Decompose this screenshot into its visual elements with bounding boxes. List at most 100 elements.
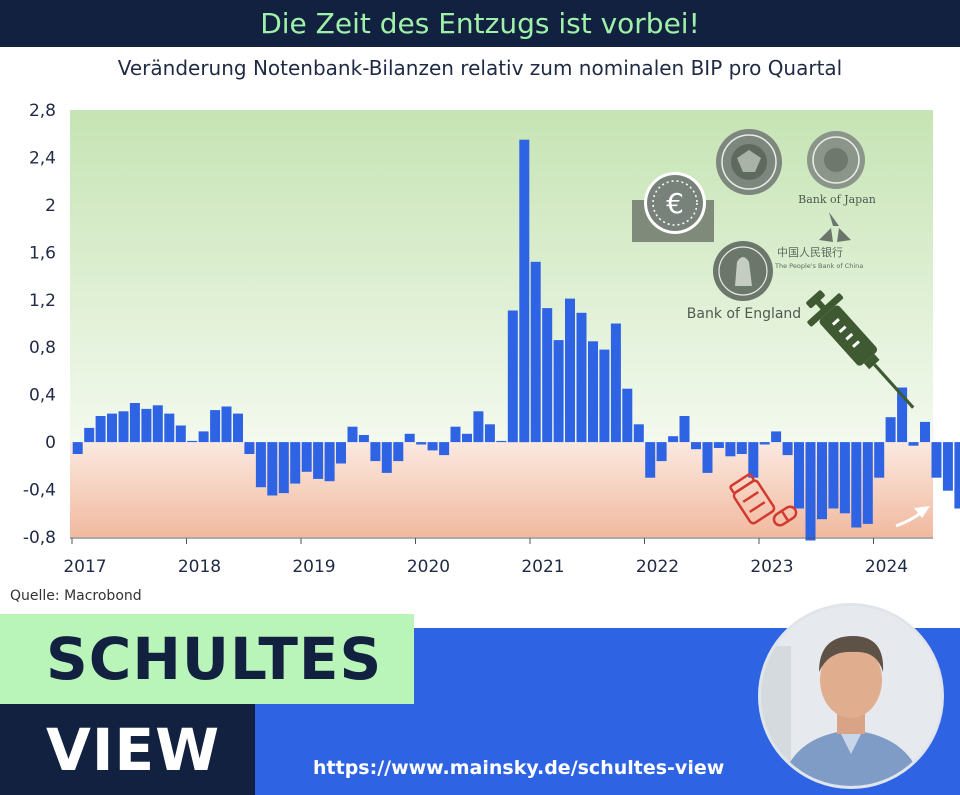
bar xyxy=(95,416,106,443)
bar xyxy=(817,442,827,520)
bar xyxy=(233,413,243,443)
y-axis: 2,8 2,4 2 1,6 1,2 0,8 0,4 0 -0,4 -0,8 xyxy=(23,101,56,548)
bank-of-japan-seal-icon: Bank of Japan xyxy=(798,131,876,206)
bar xyxy=(633,424,644,443)
svg-text:€: € xyxy=(666,187,684,220)
bar xyxy=(118,411,129,443)
x-axis: 2017 2018 2019 2020 2021 2022 2023 2024 xyxy=(63,537,933,577)
x-tick-label: 2022 xyxy=(636,557,679,577)
bar xyxy=(313,442,324,479)
bar xyxy=(290,442,301,484)
bar xyxy=(862,442,873,524)
bar xyxy=(725,442,736,457)
bank-of-england-label: Bank of England xyxy=(687,306,801,322)
bar xyxy=(278,442,289,494)
bar xyxy=(267,442,278,496)
bar xyxy=(920,421,930,443)
bar xyxy=(828,442,839,509)
ecb-seal-icon: € xyxy=(632,172,714,242)
bar xyxy=(713,442,724,448)
bar xyxy=(347,426,358,443)
svg-text:中国人民银行: 中国人民银行 xyxy=(777,245,843,259)
bar xyxy=(748,442,759,478)
bank-of-japan-label: Bank of Japan xyxy=(798,193,876,206)
bar xyxy=(141,408,152,443)
bar xyxy=(645,442,656,478)
syringe-icon xyxy=(806,290,915,409)
bar xyxy=(336,442,346,464)
header-banner: Die Zeit des Entzugs ist vorbei! xyxy=(0,0,960,49)
y-tick-label: 2 xyxy=(45,196,56,216)
pill-bottle-icon xyxy=(729,473,798,527)
bar xyxy=(496,440,507,443)
bar xyxy=(851,442,862,528)
person-silhouette-icon xyxy=(761,606,941,786)
bar xyxy=(255,442,266,488)
bar xyxy=(805,442,816,541)
brand-box-bottom: VIEW xyxy=(0,704,255,795)
bar xyxy=(530,261,541,443)
bar xyxy=(187,440,198,443)
bar xyxy=(439,442,450,456)
x-tick-label: 2021 xyxy=(521,557,564,577)
bar xyxy=(759,442,770,445)
y-tick-label: 0 xyxy=(45,433,56,453)
bar xyxy=(553,340,564,443)
bar xyxy=(84,427,95,443)
balance-sheet-chart: 2,82,421,61,20,80,40-0,4-0,8 2017 2018 201… xyxy=(23,101,960,577)
bar xyxy=(484,424,495,443)
y-tick-label: 0,8 xyxy=(29,338,56,358)
chart-subtitle: Veränderung Notenbank-Bilanzen relativ z… xyxy=(117,56,843,80)
x-tick-label: 2018 xyxy=(178,557,221,577)
bar xyxy=(874,442,885,478)
bar xyxy=(599,349,610,443)
bar xyxy=(542,308,553,443)
federal-reserve-seal-icon xyxy=(716,129,782,195)
bar xyxy=(794,442,804,509)
bar xyxy=(427,442,438,451)
bar xyxy=(324,442,335,482)
bar xyxy=(129,403,140,443)
bar xyxy=(175,425,186,443)
bar xyxy=(588,341,598,443)
bar xyxy=(656,442,667,462)
bar xyxy=(954,442,960,509)
bar xyxy=(221,406,232,443)
bar xyxy=(610,323,621,443)
y-tick-label: 1,6 xyxy=(29,243,56,263)
bar xyxy=(107,413,117,443)
bar xyxy=(691,442,701,450)
bar xyxy=(462,433,472,443)
y-tick-label: -0,8 xyxy=(23,528,56,548)
bar xyxy=(72,442,83,454)
bar xyxy=(198,431,209,443)
bar xyxy=(897,387,908,443)
bar xyxy=(519,139,530,443)
brand-line1: SCHULTES xyxy=(46,625,383,693)
bar xyxy=(702,442,713,473)
bar xyxy=(416,442,427,445)
y-tick-label: 1,2 xyxy=(29,291,56,311)
bar xyxy=(736,442,747,454)
portrait-photo xyxy=(758,603,944,789)
y-tick-label: 0,4 xyxy=(29,386,56,406)
bars-group xyxy=(72,139,960,541)
bar xyxy=(450,426,461,443)
website-link[interactable]: https://www.mainsky.de/schultes-view xyxy=(313,757,725,779)
bar xyxy=(210,410,221,443)
bar xyxy=(668,436,679,443)
bar xyxy=(931,442,942,478)
bar xyxy=(404,433,415,443)
bar xyxy=(622,388,633,443)
bar xyxy=(839,442,850,514)
x-tick-label: 2019 xyxy=(292,557,335,577)
bar xyxy=(679,416,690,443)
brand-line2: VIEW xyxy=(46,715,221,784)
x-tick-label: 2024 xyxy=(865,557,908,577)
y-tick-label: 2,8 xyxy=(29,101,56,121)
bar xyxy=(393,442,404,462)
bar xyxy=(565,298,575,443)
upward-arrow-icon xyxy=(895,506,930,528)
bar xyxy=(164,413,175,443)
pboc-logo-icon: 中国人民银行 The People's Bank of China xyxy=(774,212,863,270)
